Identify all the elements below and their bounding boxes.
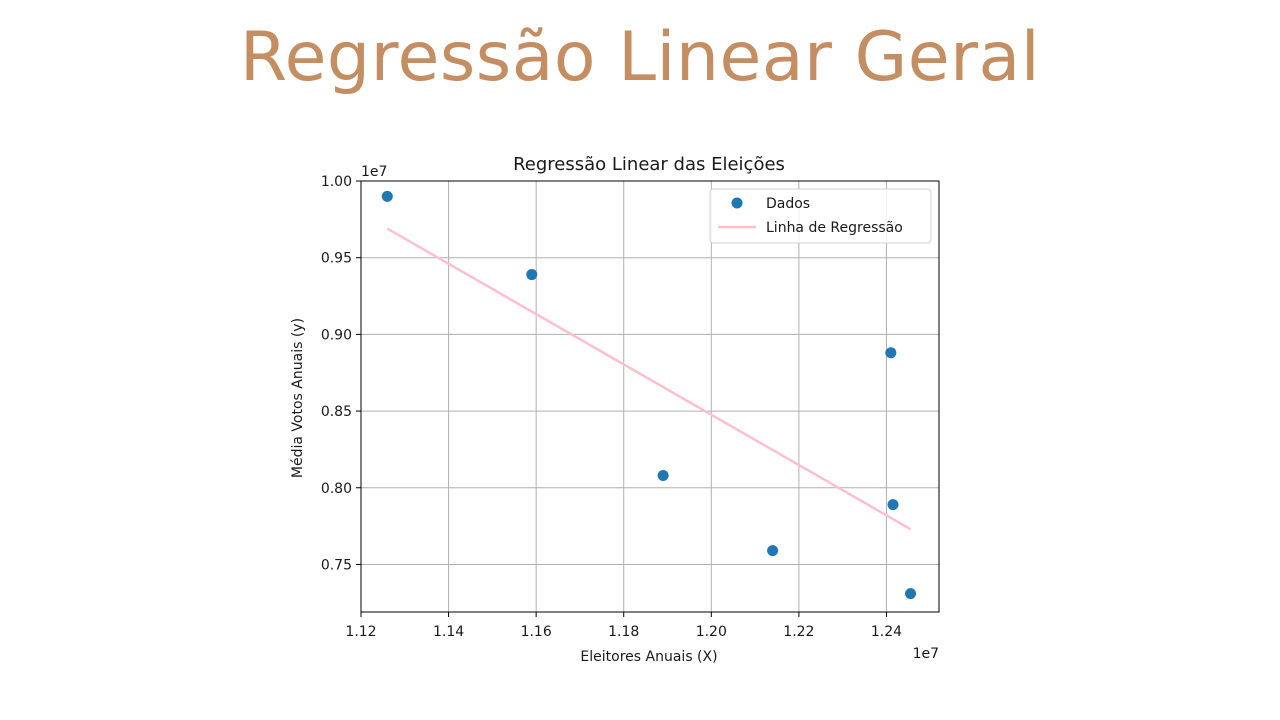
plot-frame [360,180,940,613]
legend-label-regression-line: Linha de Regressão [766,220,903,236]
regression-line-layer [386,227,912,531]
x-tick-label: 1.12 [345,624,376,640]
slide-title: Regressão Linear Geral [239,18,1041,97]
y-tick-label: 0.80 [321,481,352,497]
x-tick-label: 1.22 [783,624,814,640]
x-tick-label: 1.16 [521,624,552,640]
data-point [887,499,899,511]
y-tick-label: 1.00 [321,174,352,190]
y-tick-label: 0.85 [321,404,352,420]
legend-label-dados: Dados [766,196,810,212]
x-offset-label: 1e7 [913,646,939,662]
chart-title: Regressão Linear das Eleições [513,154,785,175]
axes: 1.12 1.14 1.16 1.18 1.20 1.22 1.24 0.75 0.80 0.85… [321,174,940,640]
data-point [381,190,393,202]
legend-box [709,188,932,244]
data-point [526,269,538,281]
x-tick-label: 1.14 [433,624,464,640]
data-points-layer [381,190,917,600]
data-point [885,347,897,359]
y-tick-label: 0.75 [321,557,352,573]
y-tick-label: 0.95 [321,251,352,267]
regression-line [386,227,912,531]
legend: Dados Linha de Regressão [709,188,932,244]
data-point [767,545,779,557]
y-tick-label: 0.90 [321,327,352,343]
x-tick-label: 1.20 [696,624,727,640]
x-tick-label: 1.24 [871,624,902,640]
x-tick-label: 1.18 [608,624,639,640]
data-point [657,469,669,481]
data-point [905,588,917,600]
legend-marker-dados [731,197,743,209]
y-offset-label: 1e7 [361,164,387,180]
y-axis-label: Média Votos Anuais (y) [290,318,306,478]
x-axis-label: Eleitores Anuais (X) [580,649,717,665]
grid-lines [360,180,939,612]
